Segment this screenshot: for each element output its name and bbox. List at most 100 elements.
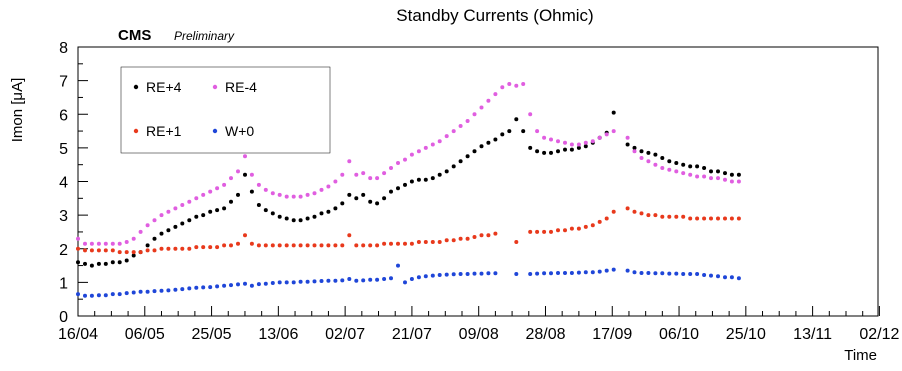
data-point: [437, 139, 442, 144]
data-point: [243, 172, 247, 177]
data-point: [166, 288, 171, 293]
data-point: [653, 213, 658, 218]
data-point: [403, 241, 407, 246]
data-point: [716, 216, 720, 221]
data-point: [604, 216, 609, 221]
data-point: [347, 233, 352, 238]
data-point: [437, 240, 442, 244]
data-point: [110, 248, 115, 253]
data-point: [486, 98, 491, 103]
data-point: [236, 192, 240, 197]
data-point: [117, 250, 122, 255]
data-point: [159, 231, 164, 236]
data-point: [563, 147, 567, 152]
data-point: [695, 216, 700, 221]
data-point: [729, 216, 734, 221]
data-point: [597, 219, 602, 224]
data-point: [549, 271, 553, 276]
data-point: [305, 243, 310, 248]
series-w-0: [76, 263, 741, 298]
data-point: [152, 289, 157, 294]
data-point: [354, 278, 359, 283]
data-point: [243, 281, 247, 286]
data-point: [159, 246, 164, 251]
x-tick-label: 09/08: [459, 326, 499, 343]
data-point: [396, 263, 400, 268]
data-point: [681, 214, 686, 219]
data-point: [423, 177, 428, 182]
data-point: [145, 248, 150, 253]
data-point: [201, 245, 206, 250]
data-point: [576, 226, 581, 231]
data-point: [563, 140, 567, 145]
data-point: [723, 177, 727, 182]
data-point: [569, 147, 574, 152]
data-point: [96, 293, 101, 298]
data-point: [576, 142, 581, 147]
data-point: [486, 271, 491, 276]
x-tick-label: 06/05: [125, 326, 165, 343]
data-point: [131, 290, 136, 295]
data-point: [729, 172, 734, 177]
data-point: [187, 246, 192, 251]
data-point: [333, 243, 338, 248]
legend-marker: [133, 128, 139, 134]
data-point: [180, 246, 185, 251]
data-point: [333, 206, 338, 211]
data-point: [660, 271, 665, 276]
data-point: [117, 241, 122, 246]
data-point: [291, 280, 296, 285]
data-point: [263, 208, 268, 213]
x-tick-label: 02/07: [325, 326, 365, 343]
data-point: [709, 273, 713, 278]
data-point: [583, 224, 588, 229]
data-point: [270, 281, 275, 285]
data-point: [96, 261, 101, 266]
data-point: [89, 263, 94, 268]
data-point: [312, 243, 317, 248]
data-point: [382, 277, 387, 281]
data-point: [444, 272, 449, 277]
data-point: [465, 272, 470, 276]
data-point: [110, 292, 115, 297]
data-point: [611, 129, 616, 134]
data-point: [89, 293, 94, 298]
data-point: [124, 291, 129, 296]
data-point: [83, 261, 87, 266]
data-point: [222, 182, 227, 187]
data-point: [486, 233, 491, 238]
data-point: [236, 282, 240, 287]
data-point: [124, 240, 129, 244]
y-tick-label: 7: [59, 74, 68, 91]
data-point: [326, 184, 331, 189]
data-point: [542, 135, 547, 140]
data-point: [249, 241, 254, 246]
legend-marker: [212, 84, 218, 90]
data-point: [110, 241, 115, 246]
data-point: [430, 240, 435, 244]
data-point: [646, 271, 651, 275]
data-point: [277, 243, 282, 248]
data-point: [319, 211, 324, 216]
data-point: [660, 214, 665, 219]
data-point: [430, 142, 435, 147]
y-tick-label: 0: [59, 309, 68, 326]
data-point: [340, 243, 345, 248]
data-point: [514, 240, 519, 244]
data-point: [110, 260, 115, 265]
data-point: [298, 243, 303, 248]
legend-label: RE+1: [146, 123, 182, 139]
data-point: [89, 248, 94, 253]
data-point: [103, 248, 108, 253]
data-point: [569, 142, 574, 147]
data-point: [194, 245, 199, 250]
data-point: [243, 154, 247, 159]
data-point: [535, 129, 540, 134]
data-point: [201, 213, 206, 218]
data-point: [131, 250, 136, 255]
data-point: [444, 238, 449, 243]
data-point: [542, 229, 547, 234]
data-point: [291, 194, 296, 199]
data-point: [465, 154, 470, 159]
data-point: [736, 216, 741, 221]
